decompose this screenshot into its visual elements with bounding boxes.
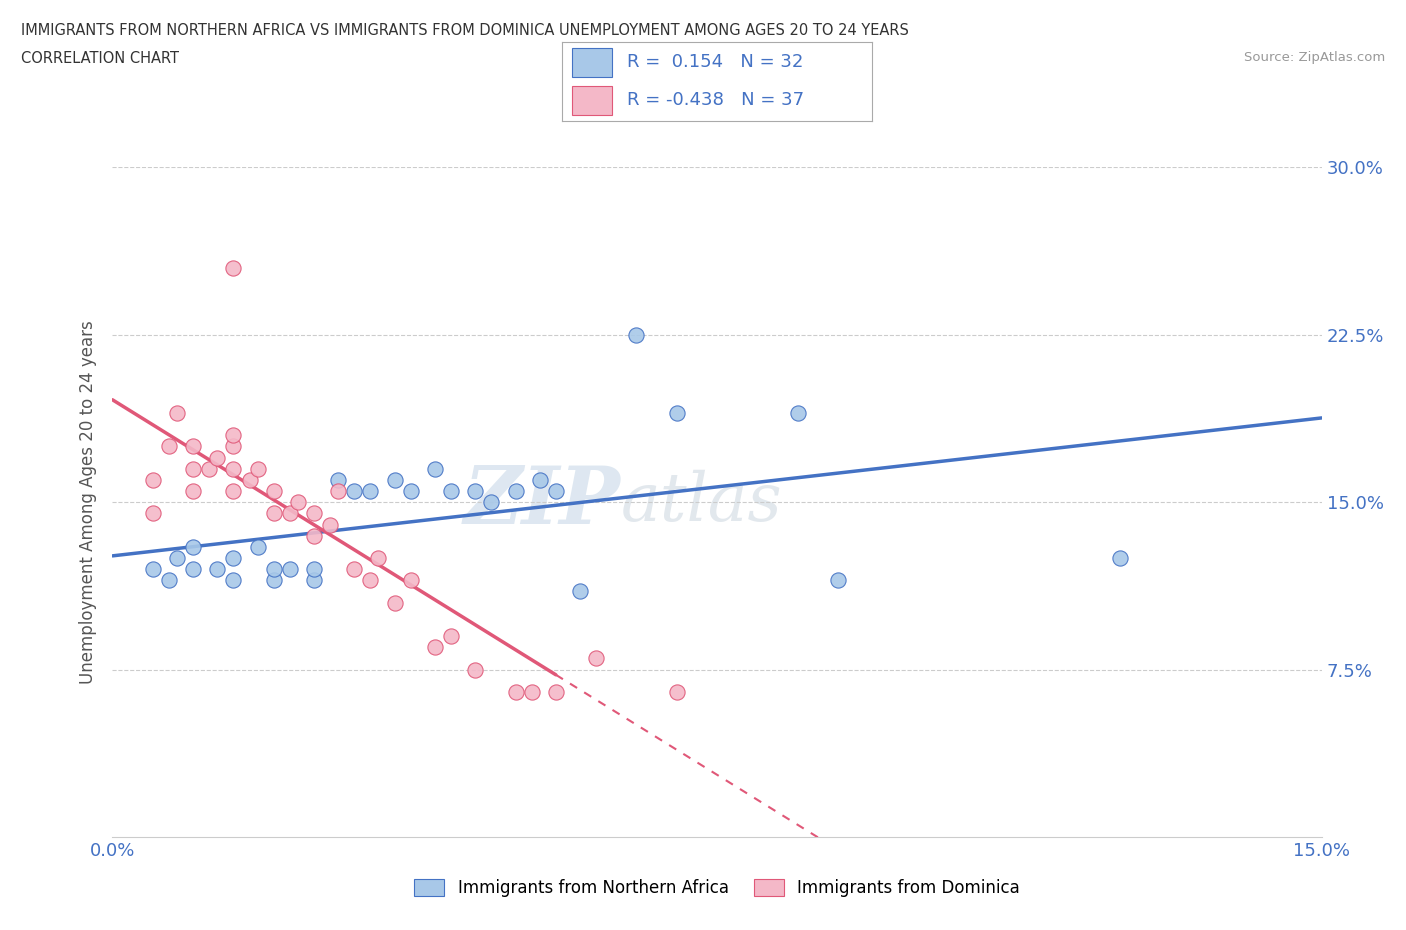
Legend: Immigrants from Northern Africa, Immigrants from Dominica: Immigrants from Northern Africa, Immigra… (406, 870, 1028, 906)
Point (246, 461, 269, 476)
Point (222, 260, 245, 275)
Point (544, 684, 567, 699)
Point (142, 562, 165, 577)
Point (181, 439, 204, 454)
Point (529, 472, 551, 487)
Point (263, 506, 285, 521)
Point (166, 405, 188, 420)
Point (464, 484, 486, 498)
FancyBboxPatch shape (572, 86, 612, 114)
Point (246, 539, 269, 554)
Point (302, 528, 325, 543)
Point (520, 684, 543, 699)
Point (222, 551, 245, 565)
Point (198, 461, 221, 476)
Point (222, 484, 245, 498)
Text: R =  0.154   N = 32: R = 0.154 N = 32 (627, 53, 804, 72)
Point (665, 405, 688, 420)
Point (278, 506, 301, 521)
Point (384, 595, 406, 610)
Point (359, 573, 381, 588)
FancyBboxPatch shape (572, 48, 612, 76)
Point (423, 640, 446, 655)
Point (328, 472, 350, 487)
Point (786, 405, 808, 420)
Point (505, 684, 527, 699)
Point (302, 573, 325, 588)
Text: IMMIGRANTS FROM NORTHERN AFRICA VS IMMIGRANTS FROM DOMINICA UNEMPLOYMENT AMONG A: IMMIGRANTS FROM NORTHERN AFRICA VS IMMIG… (21, 23, 908, 38)
Text: CORRELATION CHART: CORRELATION CHART (21, 51, 179, 66)
Point (319, 517, 342, 532)
Point (569, 584, 592, 599)
Point (263, 562, 285, 577)
Text: Source: ZipAtlas.com: Source: ZipAtlas.com (1244, 51, 1385, 64)
Point (142, 506, 165, 521)
Point (328, 484, 350, 498)
Point (166, 551, 188, 565)
Point (157, 439, 180, 454)
Point (464, 662, 486, 677)
Point (157, 573, 180, 588)
Point (827, 573, 849, 588)
Point (181, 539, 204, 554)
Point (505, 484, 527, 498)
Point (207, 450, 229, 465)
Point (222, 428, 245, 443)
Point (399, 573, 422, 588)
Point (181, 484, 204, 498)
Point (222, 573, 245, 588)
Point (222, 461, 245, 476)
Point (423, 461, 446, 476)
Point (479, 495, 502, 510)
Point (287, 495, 309, 510)
Point (399, 484, 422, 498)
Point (440, 629, 463, 644)
Point (585, 651, 607, 666)
Point (367, 551, 389, 565)
Point (544, 484, 567, 498)
Point (384, 472, 406, 487)
Text: R = -0.438   N = 37: R = -0.438 N = 37 (627, 91, 804, 110)
Point (343, 562, 366, 577)
Point (263, 484, 285, 498)
Point (665, 684, 688, 699)
Point (222, 439, 245, 454)
Text: ZIP: ZIP (464, 463, 620, 541)
Point (343, 484, 366, 498)
Text: atlas: atlas (620, 470, 782, 535)
Point (302, 506, 325, 521)
Point (181, 562, 204, 577)
Point (207, 562, 229, 577)
Point (302, 562, 325, 577)
Point (278, 562, 301, 577)
Point (359, 484, 381, 498)
Point (238, 472, 260, 487)
Point (440, 484, 463, 498)
Point (263, 573, 285, 588)
Point (181, 461, 204, 476)
Point (626, 327, 648, 342)
Point (142, 472, 165, 487)
Point (1109, 551, 1132, 565)
Y-axis label: Unemployment Among Ages 20 to 24 years: Unemployment Among Ages 20 to 24 years (79, 320, 97, 684)
